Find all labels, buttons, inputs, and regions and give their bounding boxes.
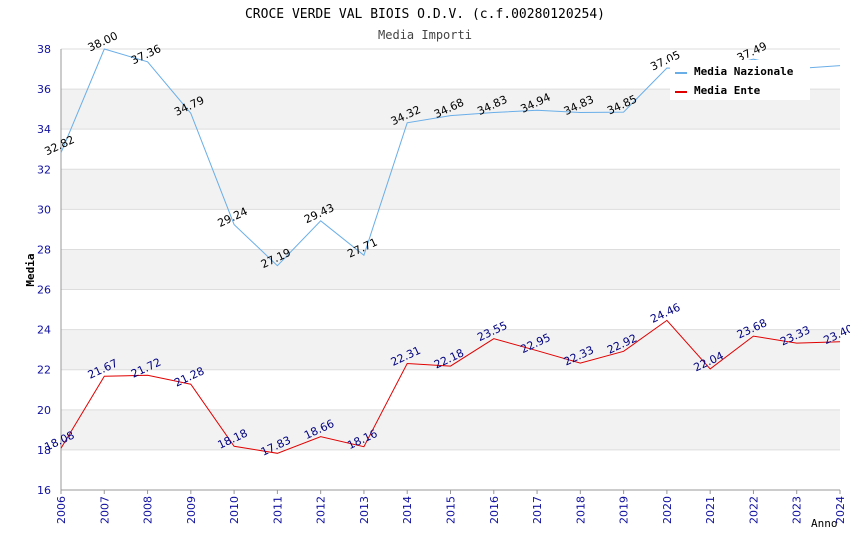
x-tick-label: 2006: [55, 496, 68, 524]
y-tick-label: 38: [37, 43, 51, 56]
y-tick-label: 18: [37, 444, 51, 457]
y-tick-label: 20: [37, 404, 51, 417]
x-tick-labels: 2006 2007 2008 2009 2010 2011 2012 2013 2014 2015…: [55, 496, 847, 524]
data-label: 32.82: [42, 133, 76, 158]
y-tick-label: 22: [37, 364, 51, 377]
chart-subtitle: Media Importi: [378, 28, 472, 42]
x-tick-label: 2013: [358, 496, 371, 524]
x-tick-label: 2024: [834, 496, 847, 524]
grid-lines: [61, 48, 840, 491]
y-tick-label: 16: [37, 484, 51, 497]
grid-band: [61, 249, 840, 290]
legend-box: [670, 60, 810, 100]
grid-band: [61, 169, 840, 210]
x-tick-label: 2008: [142, 496, 155, 524]
y-tick-label: 36: [37, 83, 51, 96]
x-tick-label: 2012: [315, 496, 328, 524]
legend-label-media-nazionale: Media Nazionale: [694, 65, 794, 78]
x-tick-label: 2022: [747, 496, 760, 524]
x-axis-label: Anno: [811, 517, 838, 530]
x-tick-label: 2023: [791, 496, 804, 524]
y-tick-label: 34: [37, 123, 51, 136]
x-tick-label: 2018: [574, 496, 587, 524]
grid-band: [61, 409, 840, 450]
series-line-media-ente: [60, 319, 841, 454]
legend-label-media-ente: Media Ente: [694, 84, 761, 97]
y-tick-label: 24: [37, 324, 51, 337]
x-tick-label: 2009: [185, 496, 198, 524]
axes: [60, 49, 841, 494]
x-tick-label: 2011: [271, 496, 284, 524]
y-tick-labels: 16 18 20 22 24 26 28 30 32 34 36 38: [37, 43, 51, 497]
x-tick-label: 2021: [704, 496, 717, 524]
x-tick-label: 2010: [228, 496, 241, 524]
grid-band: [61, 329, 840, 370]
y-tick-label: 28: [37, 243, 51, 256]
y-tick-label: 26: [37, 284, 51, 297]
x-tick-label: 2007: [98, 496, 111, 524]
data-label: 38.00: [86, 29, 120, 54]
data-label: 37.36: [129, 42, 163, 67]
legend: Media Nazionale Media Ente: [670, 60, 810, 100]
x-tick-label: 2015: [445, 496, 458, 524]
x-tick-label: 2017: [531, 496, 544, 524]
y-tick-label: 32: [37, 163, 51, 176]
y-axis-label: Media: [24, 253, 37, 286]
grid-bands: [61, 89, 840, 450]
x-tick-label: 2014: [401, 496, 414, 524]
chart-title: CROCE VERDE VAL BIOIS O.D.V. (c.f.002801…: [245, 7, 605, 22]
x-tick-label: 2019: [618, 496, 631, 524]
x-tick-label: 2020: [661, 496, 674, 524]
y-tick-label: 30: [37, 203, 51, 216]
x-tick-label: 2016: [488, 496, 501, 524]
